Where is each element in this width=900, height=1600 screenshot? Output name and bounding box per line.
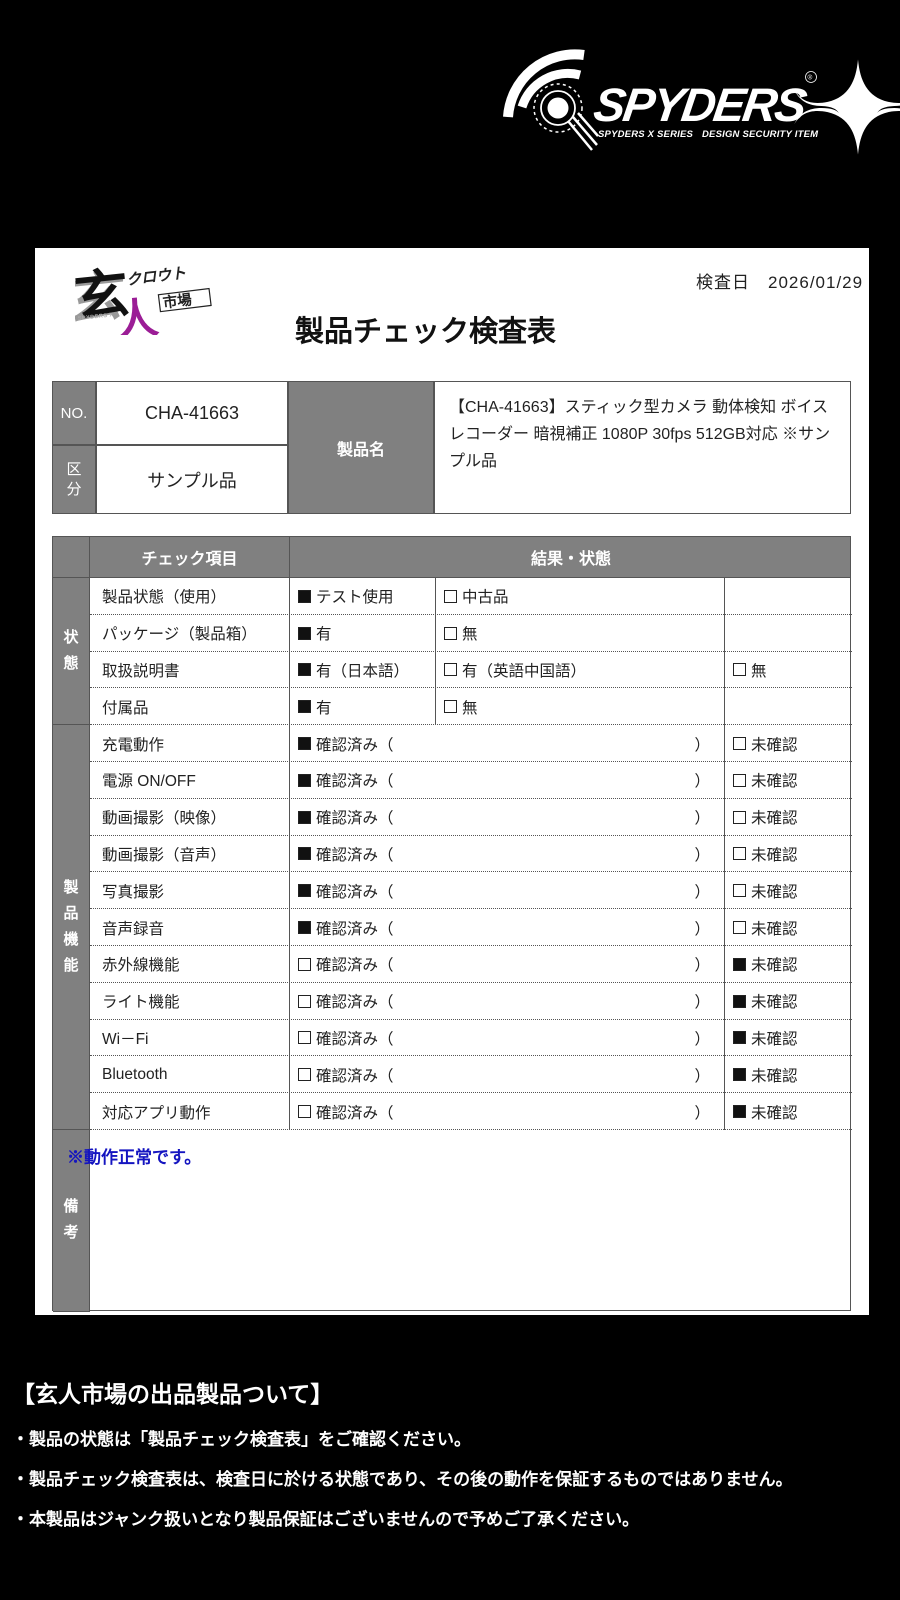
svg-text:クロウト: クロウト xyxy=(125,265,187,289)
svg-text:人: 人 xyxy=(113,294,161,335)
svg-text:SPYDERS X SERIES: SPYDERS X SERIES xyxy=(598,129,694,140)
svg-text:®: ® xyxy=(808,74,813,82)
svg-text:SPYDERS: SPYDERS xyxy=(590,79,810,132)
svg-text:DESIGN SECURITY ITEM: DESIGN SECURITY ITEM xyxy=(702,129,819,140)
